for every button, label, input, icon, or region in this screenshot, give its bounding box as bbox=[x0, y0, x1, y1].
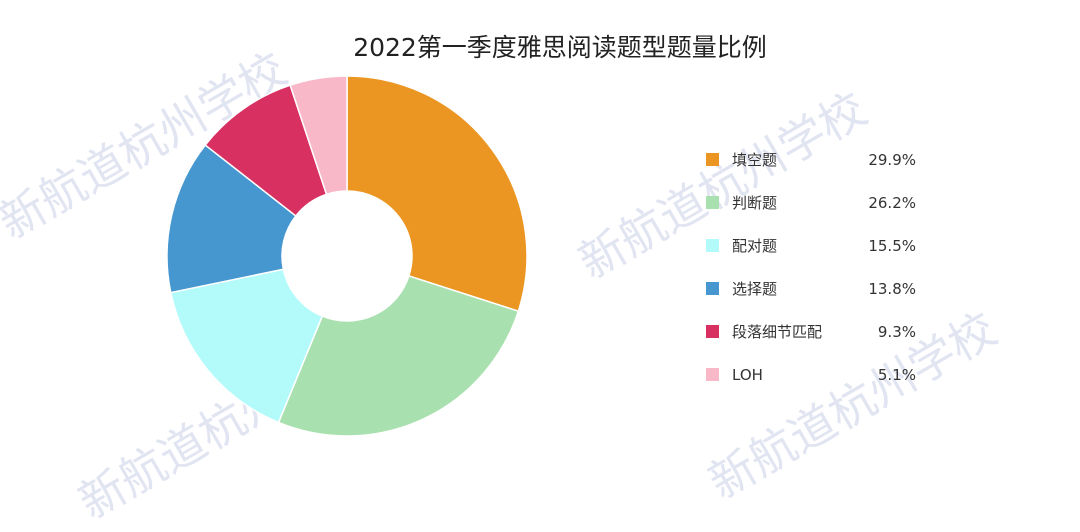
legend-value: 13.8% bbox=[868, 279, 916, 298]
legend-value: 15.5% bbox=[868, 236, 916, 255]
pie-slice-0 bbox=[346, 75, 528, 313]
pie-slice-3 bbox=[166, 143, 297, 294]
pie-slice-1 bbox=[277, 274, 520, 437]
legend-swatch bbox=[706, 282, 719, 295]
legend: 填空题 29.9% 判断题 26.2% 配对题 15.5% 选择题 13.8% 段落细节匹配 9.… bbox=[706, 138, 916, 396]
donut-chart bbox=[166, 75, 528, 437]
chart-title: 2022第一季度雅思阅读题型题量比例 bbox=[353, 33, 767, 62]
legend-swatch bbox=[706, 196, 719, 209]
legend-item: 判断题 26.2% bbox=[706, 181, 916, 224]
pie-slice-2 bbox=[169, 268, 324, 424]
legend-swatch bbox=[706, 368, 719, 381]
legend-label: 选择题 bbox=[732, 280, 778, 298]
legend-item: 填空题 29.9% bbox=[706, 138, 916, 181]
legend-item: 配对题 15.5% bbox=[706, 224, 916, 267]
legend-label: 判断题 bbox=[732, 194, 778, 212]
legend-item: LOH 5.1% bbox=[706, 353, 916, 396]
legend-label: LOH bbox=[732, 365, 763, 384]
legend-label: 填空题 bbox=[732, 151, 778, 169]
legend-label: 段落细节匹配 bbox=[732, 323, 823, 341]
legend-swatch bbox=[706, 153, 719, 166]
legend-swatch bbox=[706, 239, 719, 252]
legend-item: 段落细节匹配 9.3% bbox=[706, 310, 916, 353]
pie-slice-5 bbox=[289, 75, 348, 196]
legend-value: 5.1% bbox=[877, 365, 916, 384]
legend-value: 26.2% bbox=[868, 193, 916, 212]
legend-swatch bbox=[706, 325, 719, 338]
legend-label: 配对题 bbox=[732, 237, 778, 255]
legend-value: 29.9% bbox=[868, 150, 916, 169]
legend-item: 选择题 13.8% bbox=[706, 267, 916, 310]
legend-value: 9.3% bbox=[877, 322, 916, 341]
